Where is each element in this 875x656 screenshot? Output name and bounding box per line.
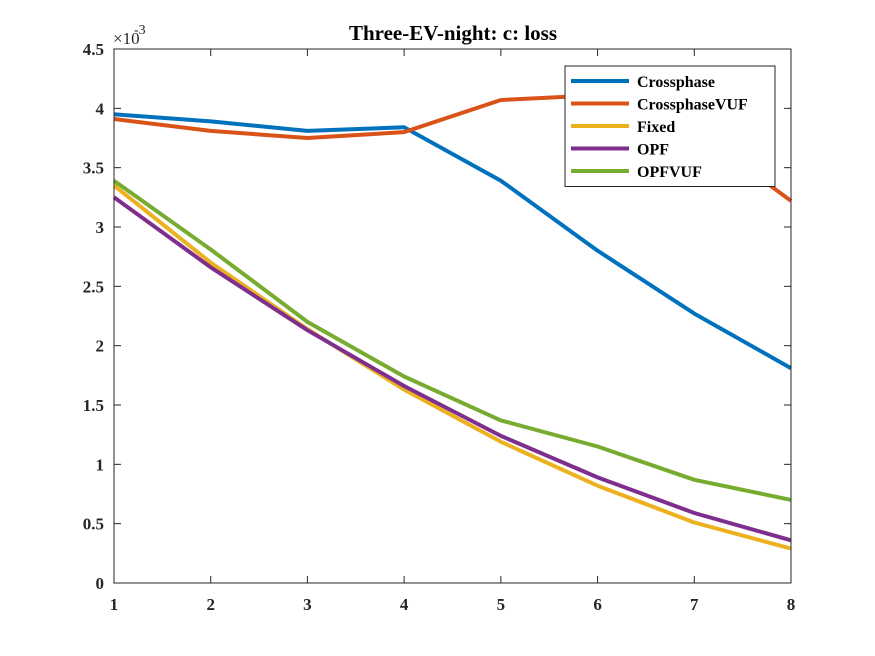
axes-layer: [113, 48, 792, 584]
y-tick-label: 4: [96, 99, 105, 118]
legend-label-crossphase: Crossphase: [637, 74, 715, 91]
y-tick-label: 1: [96, 455, 105, 474]
x-tick-label: 8: [787, 595, 796, 614]
y-exponent-base: ×10: [113, 29, 140, 48]
y-tick-label: 1.5: [83, 396, 104, 415]
x-tick-label: 2: [206, 595, 215, 614]
legend-label-opfvuf: OPFVUF: [637, 164, 702, 181]
legend: Crossphase CrossphaseVUF Fixed OPF OPFVUF: [564, 65, 776, 187]
axes-box: [113, 48, 792, 584]
y-tick-label: 2: [96, 337, 105, 356]
series-line-opf: [112, 195, 792, 543]
y-tick-label: 4.5: [83, 40, 104, 59]
x-tick-label: 7: [690, 595, 699, 614]
series-line-fixed: [112, 183, 792, 551]
legend-label-opf: OPF: [637, 142, 669, 159]
legend-label-fixed: Fixed: [637, 119, 675, 136]
ticks-layer: 1 2 3 4 5 6 7 8 0 0.5 1 1.5 2 2.5 3 3.5 4 4.5: [83, 40, 796, 614]
x-tick-label: 4: [400, 595, 409, 614]
y-tick-label: 3: [96, 218, 105, 237]
y-tick-label: 0.5: [83, 515, 104, 534]
legend-label-crossphasevuf: CrossphaseVUF: [637, 97, 748, 114]
x-tick-label: 1: [110, 595, 119, 614]
y-exponent: ×10 -3: [113, 23, 146, 48]
y-exponent-power: -3: [134, 23, 146, 38]
x-tick-label: 3: [303, 595, 312, 614]
series-layer: [112, 93, 793, 551]
y-tick-label: 3.5: [83, 159, 104, 178]
x-tick-label: 6: [593, 595, 602, 614]
y-tick-label: 0: [96, 574, 105, 593]
y-tick-label: 2.5: [83, 277, 104, 296]
series-line-crossphase: [113, 112, 792, 370]
x-tick-label: 5: [497, 595, 506, 614]
series-line-opfvuf: [112, 179, 792, 502]
chart-title: Three-EV-night: c: loss: [349, 21, 557, 45]
